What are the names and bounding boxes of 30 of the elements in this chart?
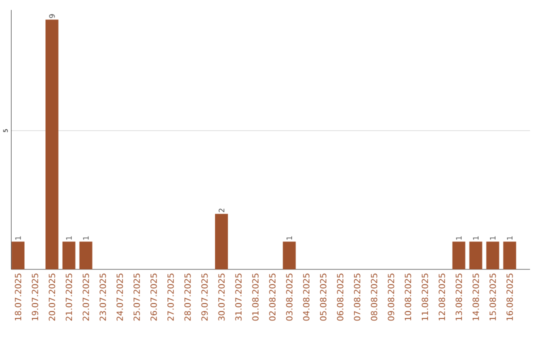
x-tick-label: 03.08.2025 <box>286 274 292 321</box>
x-tick-label: 26.07.2025 <box>150 274 157 321</box>
x-tick-label: 31.07.2025 <box>235 274 242 321</box>
x-tick-label: 11.08.2025 <box>422 274 428 320</box>
x-tick-label: 21.07.2025 <box>66 274 72 321</box>
x-tick-label: 23.07.2025 <box>100 274 106 321</box>
x-tick-label: 28.07.2025 <box>184 274 191 321</box>
x-tick-label: 05.08.2025 <box>320 274 326 321</box>
x-tick-label: 13.08.2025 <box>456 274 462 320</box>
x-tick-label: 25.07.2025 <box>134 274 140 321</box>
x-tick-label: 08.08.2025 <box>370 274 378 321</box>
x-tick-label: 27.07.2025 <box>167 274 174 321</box>
x-tick-label: 01.08.2025 <box>252 274 259 321</box>
x-tick-label: 06.08.2025 <box>336 274 344 321</box>
x-tick-label: 19.07.2025 <box>32 274 38 320</box>
x-tick-label: 30.07.2025 <box>218 274 225 321</box>
x-tick-label: 14.08.2025 <box>472 274 479 320</box>
x-tick-label: 29.07.2025 <box>201 274 208 321</box>
x-tick-label: 24.07.2025 <box>116 274 123 321</box>
x-tick-label: 09.08.2025 <box>388 274 394 321</box>
x-tick-label: 15.08.2025 <box>490 274 496 320</box>
x-tick-label: 10.08.2025 <box>404 274 412 320</box>
x-tick-label: 20.07.2025 <box>48 274 56 321</box>
x-tick-label: 02.08.2025 <box>269 274 276 321</box>
x-tick-label: 18.07.2025 <box>14 274 22 320</box>
x-tick-label: 16.08.2025 <box>506 274 513 320</box>
x-tick-label: 07.08.2025 <box>354 274 360 321</box>
x-tick-label: 22.07.2025 <box>82 274 90 321</box>
x-tick-label: 04.08.2025 <box>303 274 310 321</box>
x-tick-label: 12.08.2025 <box>438 274 446 320</box>
